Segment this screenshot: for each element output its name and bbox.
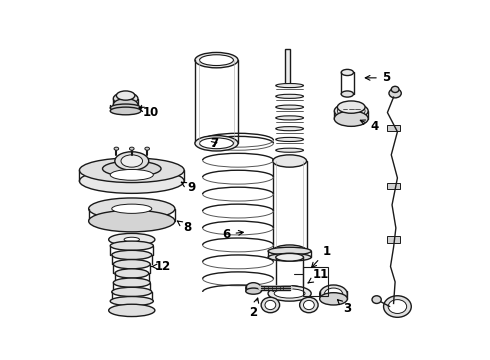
Ellipse shape [79,158,184,183]
Bar [303,266,328,296]
Ellipse shape [276,127,303,131]
Ellipse shape [268,286,311,301]
Ellipse shape [113,93,138,105]
Ellipse shape [261,297,280,313]
Ellipse shape [341,91,354,97]
Bar [285,49,290,86]
Text: 5: 5 [365,71,390,84]
Ellipse shape [268,253,311,261]
Bar [388,237,400,243]
Text: 2: 2 [249,298,259,319]
Ellipse shape [89,198,175,220]
Ellipse shape [319,285,347,303]
Ellipse shape [199,55,233,66]
Ellipse shape [110,170,153,180]
Ellipse shape [116,91,135,100]
Ellipse shape [276,116,303,120]
Text: 6: 6 [222,228,243,240]
Ellipse shape [145,147,149,150]
Ellipse shape [79,169,184,193]
Ellipse shape [112,250,152,260]
Ellipse shape [110,241,153,250]
Ellipse shape [337,105,365,117]
Ellipse shape [276,84,303,87]
Ellipse shape [265,300,276,310]
Ellipse shape [113,260,150,269]
Text: 9: 9 [181,181,195,194]
Ellipse shape [129,147,134,150]
Ellipse shape [319,293,347,305]
Ellipse shape [273,245,307,257]
Ellipse shape [389,89,401,98]
Ellipse shape [276,94,303,98]
Ellipse shape [89,210,175,232]
Ellipse shape [334,103,368,119]
Ellipse shape [273,155,307,167]
Text: 11: 11 [308,268,329,283]
Ellipse shape [110,107,141,115]
Ellipse shape [324,288,343,300]
Ellipse shape [115,269,149,278]
Ellipse shape [195,136,238,151]
Ellipse shape [388,300,407,314]
Ellipse shape [112,204,152,213]
Ellipse shape [303,300,314,310]
Text: 10: 10 [139,106,159,119]
Ellipse shape [112,287,152,297]
Ellipse shape [110,104,141,112]
Ellipse shape [124,237,140,242]
Ellipse shape [341,69,354,76]
Text: 12: 12 [151,260,171,273]
Ellipse shape [276,138,303,141]
Ellipse shape [337,101,365,113]
Ellipse shape [276,105,303,109]
Ellipse shape [276,286,303,293]
Ellipse shape [109,233,155,246]
Ellipse shape [246,283,261,293]
Ellipse shape [268,247,311,255]
Text: 8: 8 [177,221,191,234]
Ellipse shape [246,288,261,294]
Ellipse shape [276,148,303,152]
Ellipse shape [113,99,138,111]
Bar [388,125,400,131]
Ellipse shape [384,296,411,317]
Ellipse shape [110,297,153,306]
Ellipse shape [274,289,305,298]
Ellipse shape [199,138,233,149]
Ellipse shape [300,297,318,313]
Text: 7: 7 [210,137,218,150]
Text: 4: 4 [360,120,378,133]
Ellipse shape [121,155,143,167]
Ellipse shape [113,278,150,287]
Ellipse shape [372,296,381,303]
Ellipse shape [109,304,155,316]
Ellipse shape [114,147,119,150]
Ellipse shape [102,161,161,176]
Ellipse shape [115,152,149,170]
Ellipse shape [195,53,238,68]
Bar [388,183,400,189]
Ellipse shape [391,86,399,93]
Ellipse shape [276,253,303,261]
Text: 3: 3 [338,300,351,315]
Text: 1: 1 [312,244,331,267]
Ellipse shape [334,111,368,126]
